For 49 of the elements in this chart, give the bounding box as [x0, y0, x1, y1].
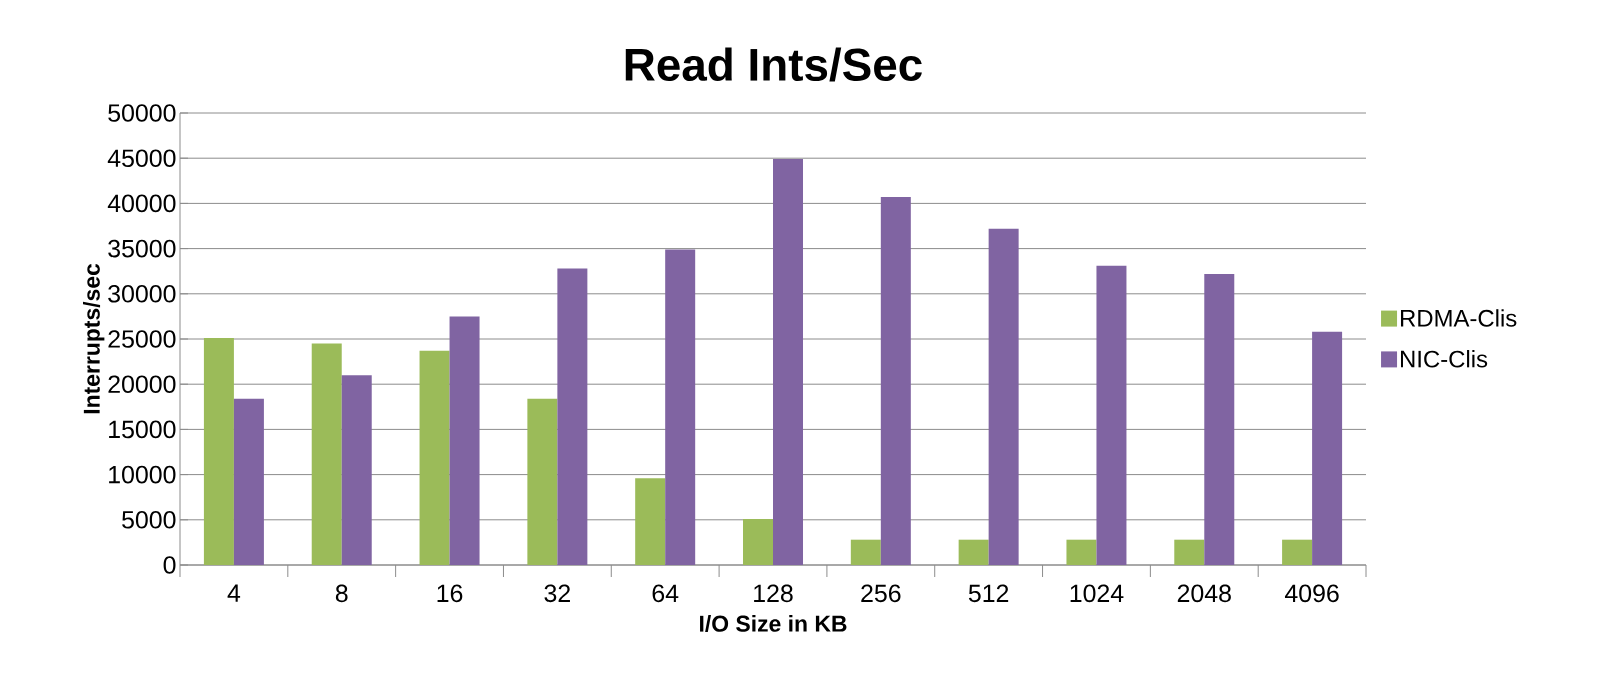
bar: [311, 343, 342, 565]
bar: [557, 268, 588, 565]
bar: [1174, 539, 1205, 565]
y-tick-label: 50000: [108, 104, 176, 122]
bar: [880, 197, 911, 565]
x-tick-label: 1024: [1070, 584, 1124, 603]
bar: [743, 518, 773, 565]
x-tick-label: 64: [652, 584, 679, 603]
y-tick-label: 0: [163, 556, 176, 574]
bar: [958, 539, 989, 565]
y-tick-label: 15000: [109, 420, 176, 439]
x-tick-label: 512: [968, 584, 1009, 603]
x-tick-label: 2048: [1177, 584, 1231, 603]
bar: [203, 338, 234, 565]
bar: [419, 350, 450, 565]
x-tick-label: 4096: [1284, 584, 1339, 603]
x-tick-label: 4: [227, 584, 241, 602]
bar: [635, 478, 666, 565]
x-tick-label: 16: [437, 584, 463, 603]
legend-label: NIC-Clis: [1401, 349, 1488, 368]
y-tick-label: 30000: [108, 284, 176, 303]
bar: [233, 398, 264, 565]
y-tick-label: 25000: [108, 330, 176, 348]
y-tick-label: 35000: [108, 239, 176, 258]
y-tick-label: 5000: [122, 510, 176, 529]
bar: [449, 316, 480, 565]
bar: [527, 398, 558, 565]
y-tick-label: 10000: [109, 465, 176, 484]
legend-label: RDMA-Clis: [1401, 309, 1517, 327]
bar: [773, 159, 803, 565]
x-tick-label: 8: [335, 584, 348, 603]
bar: [1312, 331, 1343, 565]
y-tick-label: 45000: [107, 149, 176, 168]
x-tick-label: 256: [861, 584, 901, 603]
bar: [1204, 273, 1235, 565]
bar: [665, 249, 696, 565]
y-tick-label: 40000: [107, 194, 176, 213]
y-axis-title: Interrupts/sec: [83, 263, 105, 414]
bar: [988, 228, 1019, 565]
bar: [1096, 265, 1127, 565]
bar: [850, 539, 881, 565]
chart-title: Read Ints/Sec: [625, 47, 922, 82]
bar: [1282, 539, 1313, 565]
bar: [341, 375, 372, 565]
x-tick-label: 32: [544, 584, 570, 603]
x-axis-title: I/O Size in KB: [700, 614, 847, 633]
x-tick-label: 128: [754, 584, 793, 603]
y-tick-label: 20000: [108, 375, 176, 394]
bar: [1066, 539, 1097, 565]
